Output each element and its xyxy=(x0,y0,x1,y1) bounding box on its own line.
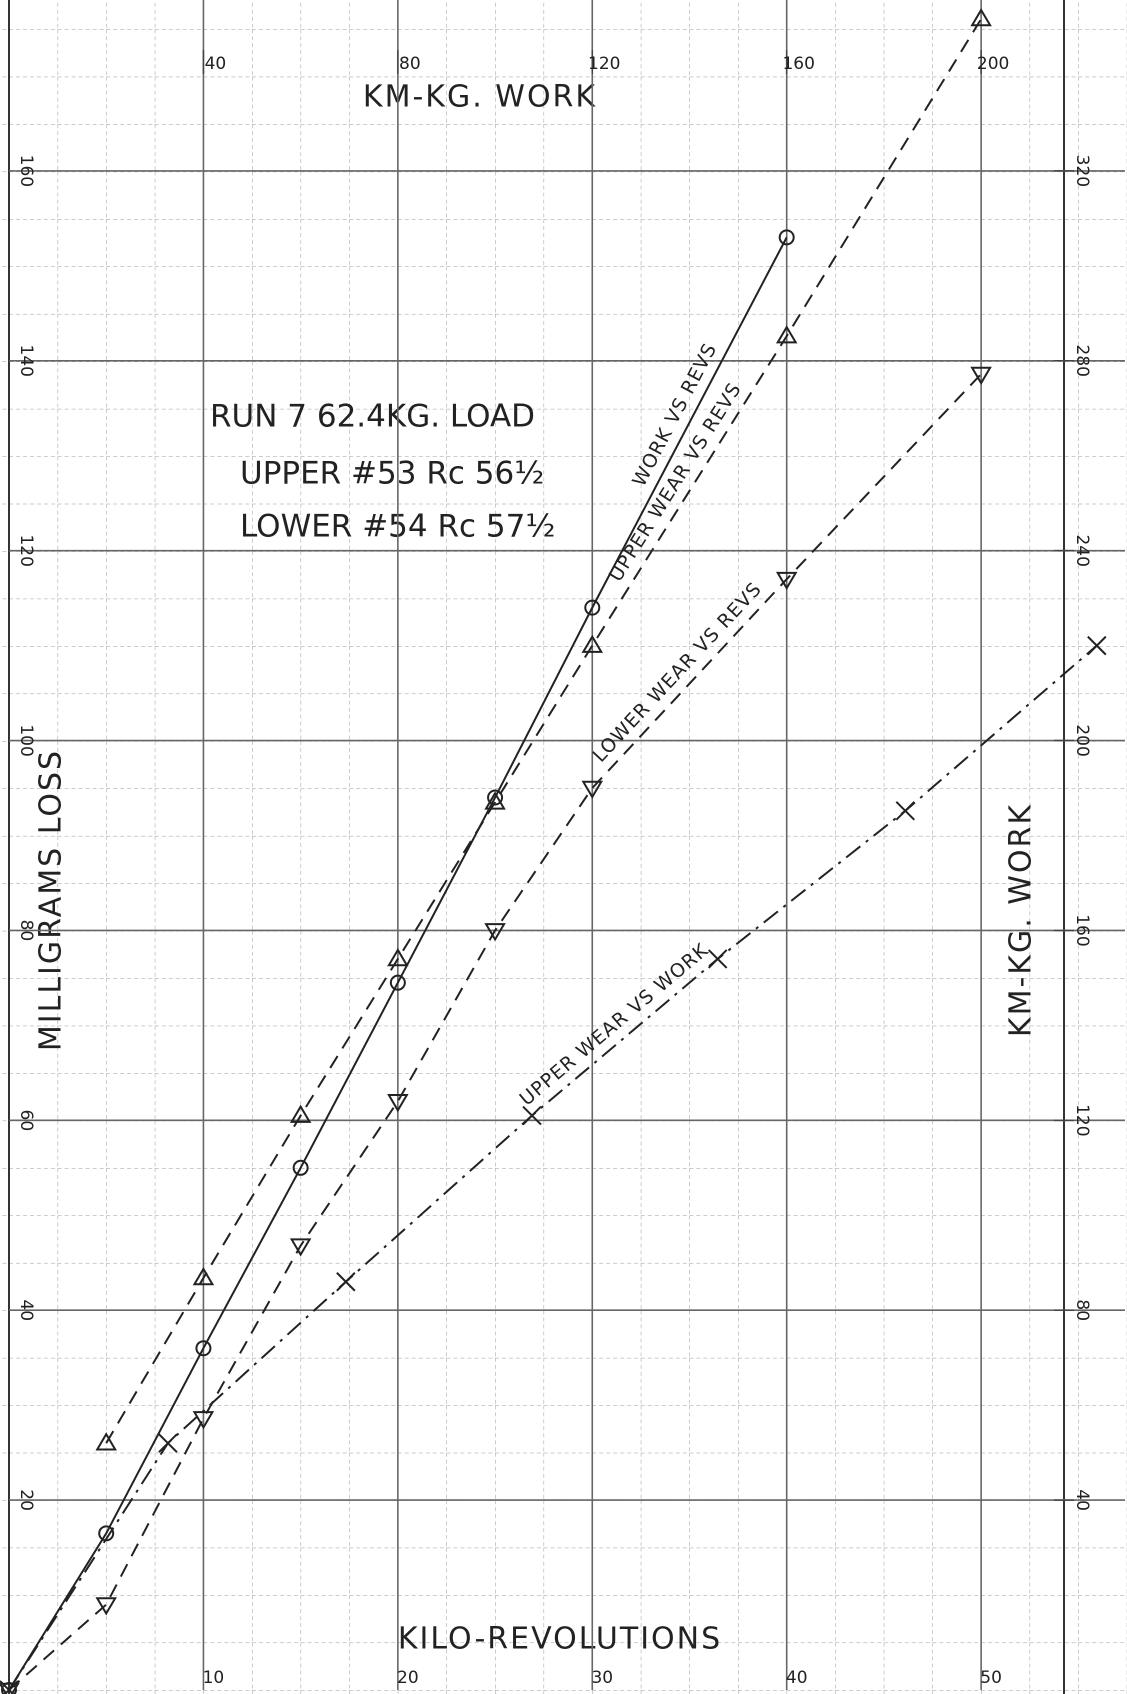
marker xyxy=(484,791,506,810)
y2-axis-title: KM-KG. WORK xyxy=(1004,803,1039,1037)
y-tick-label: 140 xyxy=(16,345,36,377)
y-tick-label: 160 xyxy=(16,155,36,187)
marker xyxy=(970,8,992,27)
y-tick-label: 20 xyxy=(16,1489,36,1511)
marker xyxy=(970,366,992,386)
x-tick-label: 30 xyxy=(591,1668,613,1688)
marker xyxy=(387,1094,409,1113)
x-tick-label: 50 xyxy=(980,1668,1002,1688)
marker xyxy=(581,634,604,653)
y-tick-label: 40 xyxy=(16,1299,36,1321)
y2-tick-label: 280 xyxy=(1072,345,1092,377)
marker xyxy=(289,1238,312,1257)
marker xyxy=(522,1105,542,1126)
marker xyxy=(336,1272,356,1292)
x2-tick-label: 200 xyxy=(977,54,1009,74)
y-tick-label: 80 xyxy=(16,920,36,942)
marker xyxy=(487,789,504,806)
marker xyxy=(775,325,798,344)
marker xyxy=(158,1433,178,1453)
marker xyxy=(0,1680,19,1694)
y-tick-label: 60 xyxy=(16,1110,36,1132)
series-line xyxy=(105,18,982,1444)
x-tick-label: 10 xyxy=(203,1668,225,1688)
x-tick-label: 40 xyxy=(786,1668,808,1688)
marker xyxy=(484,923,506,942)
marker xyxy=(1087,635,1107,656)
x2-tick-label: 80 xyxy=(399,54,421,74)
x-tick-label: 20 xyxy=(397,1668,419,1688)
marker xyxy=(192,1266,215,1286)
marker xyxy=(292,1159,309,1176)
marker xyxy=(195,1340,212,1357)
y2-tick-label: 160 xyxy=(1072,914,1092,946)
marker xyxy=(584,599,601,616)
x-axis-title: KILO-REVOLUTIONS xyxy=(398,1622,722,1657)
marker xyxy=(895,801,916,821)
marker xyxy=(775,571,798,591)
marker xyxy=(778,229,795,246)
marker xyxy=(581,780,604,800)
y2-tick-label: 200 xyxy=(1072,724,1092,756)
y-tick-label: 120 xyxy=(16,534,36,566)
annotation: UPPER #53 Rc 56½ xyxy=(240,456,544,492)
x2-axis-title: KM-KG. WORK xyxy=(363,80,597,115)
marker xyxy=(95,1597,117,1616)
marker xyxy=(389,974,406,991)
y2-tick-label: 80 xyxy=(1072,1299,1092,1321)
x2-tick-label: 40 xyxy=(205,54,227,74)
annotation-title: RUN 7 62.4KG. LOAD xyxy=(210,399,535,435)
y2-tick-label: 320 xyxy=(1072,155,1092,187)
y2-tick-label: 120 xyxy=(1072,1104,1092,1136)
x2-tick-label: 160 xyxy=(782,54,814,74)
marker xyxy=(387,947,409,967)
series-line xyxy=(8,373,982,1691)
marker xyxy=(707,949,728,969)
marker xyxy=(0,1682,20,1694)
marker xyxy=(95,1432,117,1451)
series-line xyxy=(8,236,788,1691)
y2-tick-label: 240 xyxy=(1072,534,1092,566)
marker xyxy=(289,1104,312,1123)
y2-tick-label: 40 xyxy=(1072,1489,1092,1511)
y-tick-label: 100 xyxy=(16,724,36,756)
x2-tick-label: 120 xyxy=(588,54,620,74)
y-axis-title: MILLIGRAMS LOSS xyxy=(34,749,69,1051)
